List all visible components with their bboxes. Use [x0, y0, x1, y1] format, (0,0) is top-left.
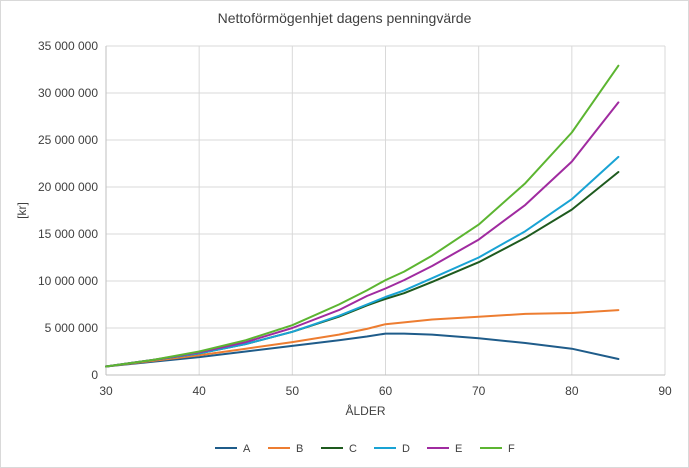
x-tick-label: 80: [565, 384, 579, 398]
x-tick-label: 70: [472, 384, 486, 398]
legend-label-f: F: [508, 443, 515, 455]
y-tick-label: 25 000 000: [38, 133, 98, 147]
legend-label-e: E: [455, 443, 462, 455]
series-lines: [105, 64, 620, 368]
y-tick-label: 15 000 000: [38, 227, 98, 241]
series-line-f: [105, 64, 620, 368]
series-line-e: [105, 101, 620, 368]
x-tick-label: 40: [192, 384, 206, 398]
tick-labels: 0 5 000 000 10 000 000 15 000 000 20 000 000…: [38, 39, 672, 398]
y-tick-label: 35 000 000: [38, 39, 98, 53]
legend-label-c: C: [349, 443, 357, 455]
x-tick-label: 90: [658, 384, 672, 398]
series-line-d: [105, 155, 620, 368]
y-tick-label: 0: [91, 368, 98, 382]
x-axis-title: ÅLDER: [345, 403, 385, 418]
legend-label-a: A: [243, 443, 251, 455]
y-tick-label: 30 000 000: [38, 86, 98, 100]
series-line-b: [105, 309, 620, 368]
x-tick-label: 30: [99, 384, 113, 398]
legend-label-d: D: [402, 443, 410, 455]
y-tick-label: 10 000 000: [38, 274, 98, 288]
legend-label-b: B: [296, 443, 303, 455]
y-tick-label: 5 000 000: [45, 321, 99, 335]
y-tick-label: 20 000 000: [38, 180, 98, 194]
y-axis-title: [kr]: [15, 202, 29, 219]
gridlines: [106, 45, 666, 375]
x-tick-label: 60: [379, 384, 393, 398]
legend: A B C D E F: [215, 443, 515, 455]
series-line-a: [105, 332, 620, 368]
axes: [105, 46, 665, 376]
chart-title: Nettoförmögenhjet dagens penningvärde: [217, 10, 472, 26]
x-tick-label: 50: [286, 384, 300, 398]
